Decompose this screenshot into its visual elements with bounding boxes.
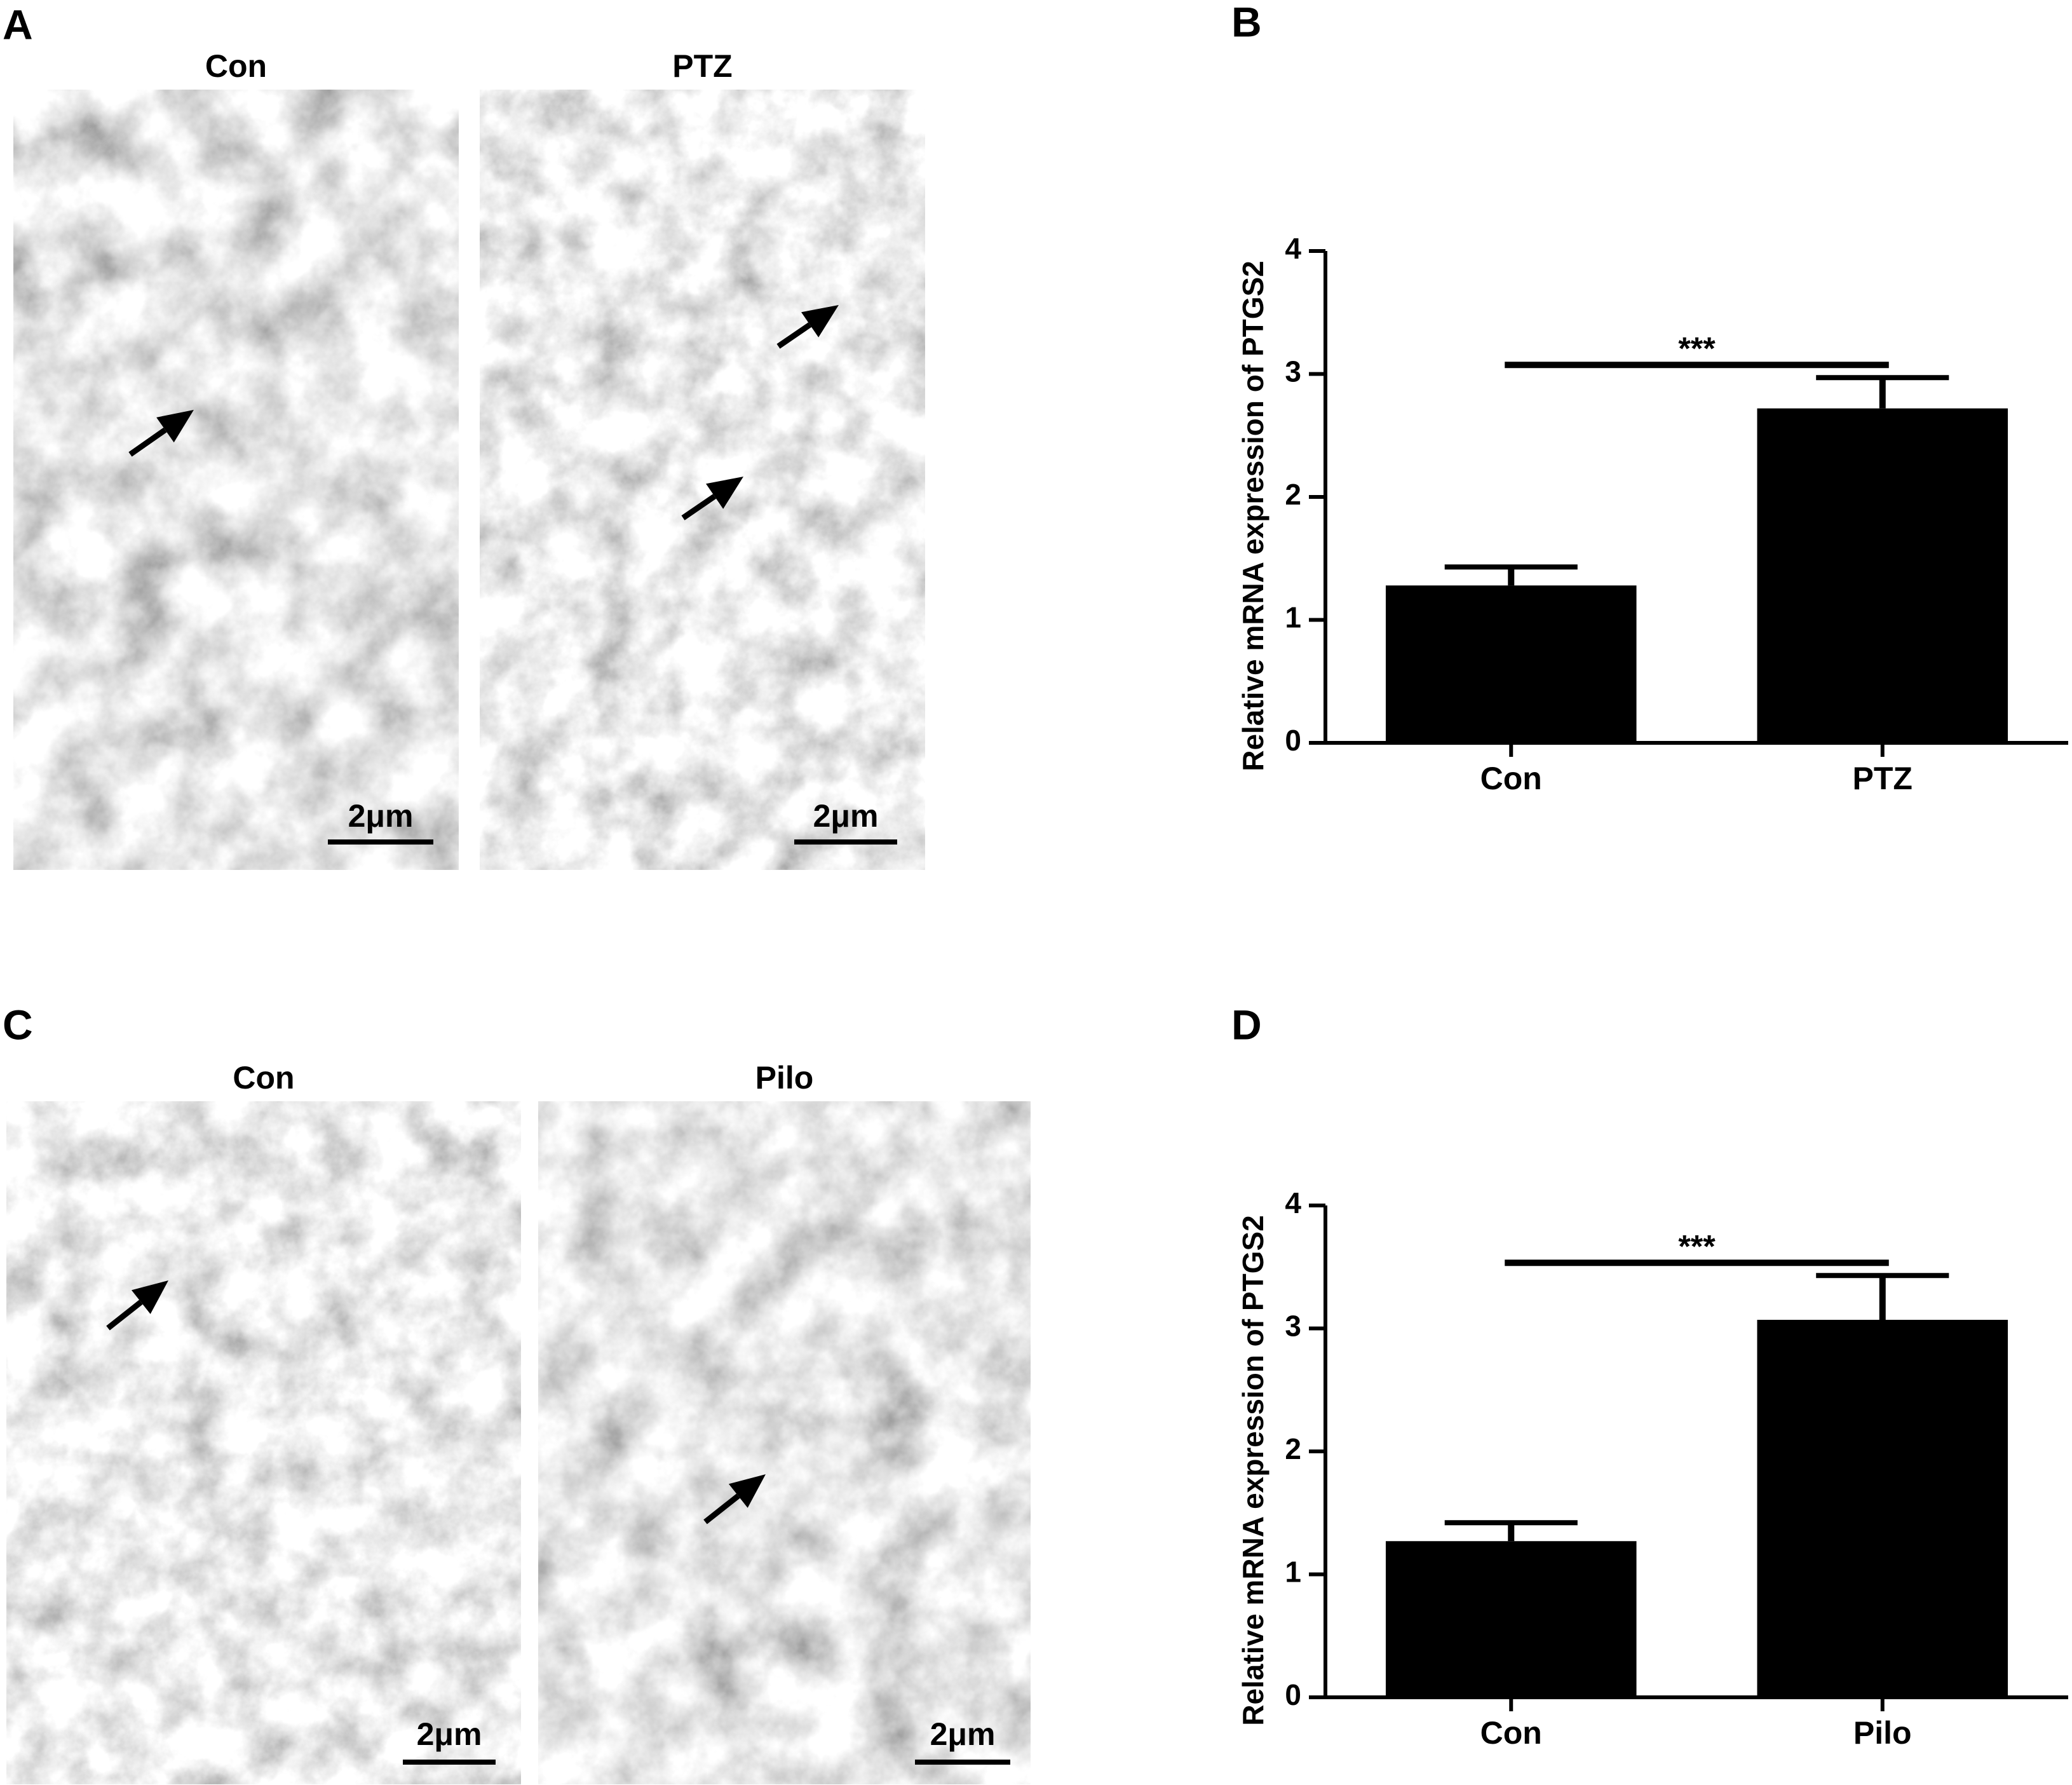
- y-tick-label: 0: [1285, 1678, 1301, 1711]
- scale-bar-label: 2μm: [348, 798, 414, 834]
- y-tick-label: 2: [1285, 1432, 1301, 1465]
- arrow-head: [706, 477, 743, 509]
- significance-label: ***: [1678, 1228, 1716, 1264]
- arrow-shaft: [106, 1300, 143, 1331]
- y-tick-label: 1: [1285, 1556, 1301, 1589]
- y-axis-label: Relative mRNA expression of PTGS2: [1236, 261, 1270, 771]
- y-axis-label: Relative mRNA expression of PTGS2: [1236, 1215, 1270, 1726]
- bar: [1757, 408, 2008, 743]
- bar: [1757, 1319, 2008, 1697]
- panel-label: B: [1231, 0, 1262, 45]
- image-title: PTZ: [672, 48, 732, 84]
- panel-label: A: [3, 1, 33, 48]
- y-tick-label: 3: [1285, 1310, 1301, 1343]
- y-tick-label: 3: [1285, 355, 1301, 388]
- arrow-head: [801, 305, 839, 337]
- y-tick-label: 4: [1285, 1186, 1301, 1219]
- significance-label: ***: [1678, 331, 1716, 367]
- arrow-head: [156, 410, 194, 443]
- micrograph: [6, 1101, 521, 1784]
- x-tick-label: Con: [1480, 761, 1542, 796]
- arrow-shaft: [681, 494, 717, 520]
- arrow-head: [131, 1280, 168, 1314]
- panel-label: C: [3, 1001, 33, 1048]
- image-title: Pilo: [755, 1060, 814, 1096]
- y-tick-label: 4: [1285, 232, 1301, 265]
- micrograph: [538, 1101, 1031, 1784]
- image-title: Con: [205, 48, 267, 84]
- y-tick-label: 0: [1285, 724, 1301, 757]
- x-tick-label: Con: [1480, 1715, 1542, 1751]
- arrow-shaft: [776, 322, 812, 349]
- y-tick-label: 2: [1285, 478, 1301, 511]
- micrograph: [13, 90, 459, 870]
- panel-label: D: [1231, 1001, 1262, 1048]
- x-tick-label: PTZ: [1853, 761, 1913, 796]
- scale-bar-label: 2μm: [930, 1716, 996, 1752]
- image-title: Con: [233, 1060, 294, 1096]
- x-tick-label: Pilo: [1853, 1715, 1912, 1751]
- y-tick-label: 1: [1285, 601, 1301, 634]
- bar: [1385, 585, 1637, 743]
- micrograph: [480, 90, 925, 870]
- arrow-shaft: [128, 427, 167, 457]
- bar: [1385, 1541, 1637, 1697]
- arrow-head: [728, 1474, 766, 1508]
- scale-bar-label: 2μm: [813, 798, 879, 834]
- scale-bar-label: 2μm: [417, 1716, 482, 1752]
- arrow-shaft: [703, 1493, 740, 1524]
